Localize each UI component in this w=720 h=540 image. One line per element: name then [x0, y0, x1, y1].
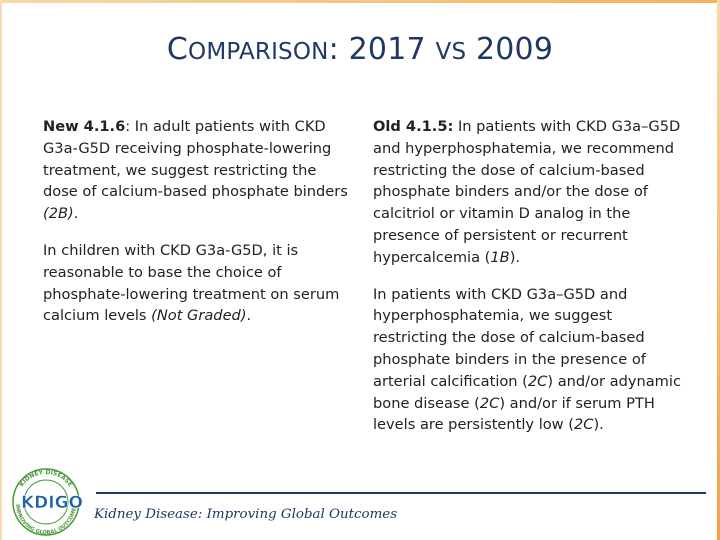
- old-guideline-text-2a: In patients with CKD G3a–G5D and hyperph…: [373, 285, 646, 390]
- children-guideline-text: In children with CKD G3a-G5D, it is reas…: [43, 241, 340, 325]
- top-border: [0, 0, 720, 3]
- new-guideline-end: .: [73, 205, 79, 223]
- title-initial: C: [166, 32, 189, 67]
- title-rest: : 2017: [328, 32, 436, 67]
- children-guideline-paragraph: In children with CKD G3a-G5D, it is reas…: [43, 240, 355, 327]
- old-guideline-column: Old 4.1.5: In patients with CKD G3a–G5D …: [373, 116, 688, 451]
- old-guideline-label: Old 4.1.5:: [373, 118, 454, 135]
- title-year: 2009: [466, 32, 554, 67]
- old-guideline-grade-2b: 2C: [479, 394, 500, 412]
- old-guideline-paragraph-2: In patients with CKD G3a–G5D and hyperph…: [373, 284, 688, 437]
- old-guideline-text-1: In patients with CKD G3a–G5D and hyperph…: [373, 118, 681, 266]
- footer-tagline: Kidney Disease: Improving Global Outcome…: [94, 507, 398, 522]
- new-guideline-paragraph: New 4.1.6: In adult patients with CKD G3…: [43, 116, 355, 225]
- old-guideline-text-2d: ).: [593, 416, 604, 434]
- old-guideline-end-1: ).: [509, 248, 521, 266]
- title-smallcaps: OMPARISON: [188, 39, 329, 65]
- old-guideline-grade-2c: 2C: [573, 416, 594, 434]
- footer-divider: [96, 492, 706, 494]
- title-vs: VS: [435, 39, 467, 65]
- old-guideline-text-2c: ) and/or if serum PTH levels are persist…: [373, 394, 655, 434]
- slide-title: COMPARISON: 2017 VS 2009: [0, 32, 720, 67]
- new-guideline-text: : In adult patients with CKD G3a-G5D rec…: [43, 118, 348, 201]
- new-guideline-column: New 4.1.6: In adult patients with CKD G3…: [43, 116, 355, 342]
- right-border: [717, 0, 720, 540]
- new-guideline-grade: (2B): [43, 205, 74, 223]
- children-guideline-end: .: [246, 307, 252, 325]
- kdigo-logo: KIDNEY DISEASE IMPROVING GLOBAL OUTCOMES…: [12, 468, 83, 536]
- logo-wordmark: KDIGO: [21, 493, 83, 513]
- new-guideline-label: New 4.1.6: [43, 118, 126, 135]
- old-guideline-text-2b: ) and/or adynamic bone disease (: [373, 372, 681, 412]
- old-guideline-grade-2a: 2C: [527, 372, 548, 390]
- old-guideline-grade-1: 1B: [490, 248, 510, 266]
- children-guideline-grade: (Not Graded): [151, 307, 247, 325]
- left-border: [0, 0, 2, 540]
- old-guideline-paragraph-1: Old 4.1.5: In patients with CKD G3a–G5D …: [373, 116, 688, 269]
